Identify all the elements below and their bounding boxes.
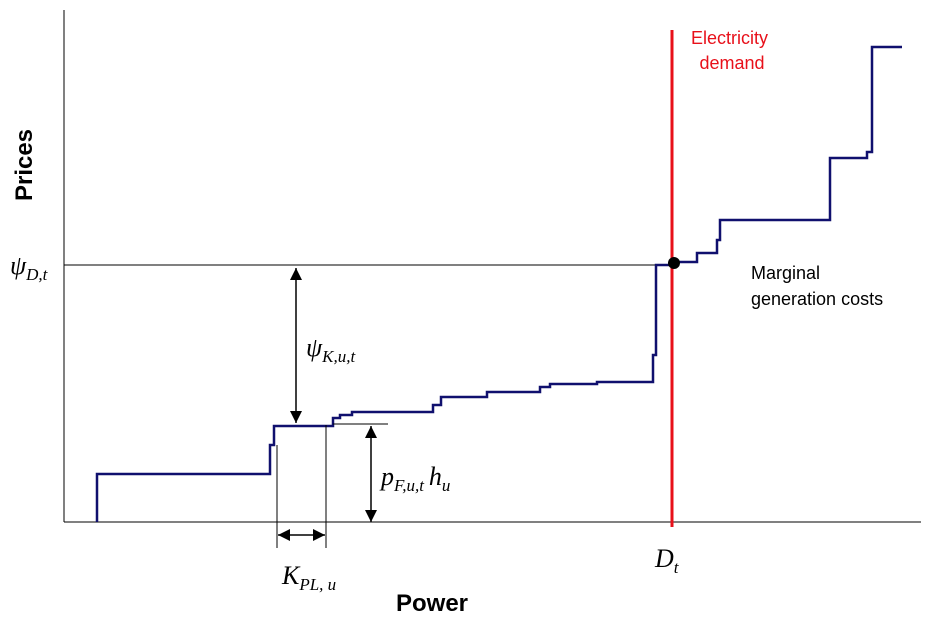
x-axis-label: Power: [396, 590, 468, 617]
demand-label: Electricity demand: [691, 28, 773, 73]
marginal-costs-label: Marginal generation costs: [751, 263, 883, 309]
supply-curve: [95, 45, 902, 522]
y-axis-label: Prices: [11, 129, 38, 201]
psi-k-u-t-label: ψK,u,t: [306, 333, 356, 366]
intersection-point: [668, 257, 680, 269]
psi-d-t-label: ψD,t: [10, 251, 49, 284]
capacity-label: KPL, u: [281, 561, 336, 594]
cost-label: pF,u,t hu: [379, 462, 450, 495]
demand-quantity-label: Dt: [654, 544, 680, 577]
